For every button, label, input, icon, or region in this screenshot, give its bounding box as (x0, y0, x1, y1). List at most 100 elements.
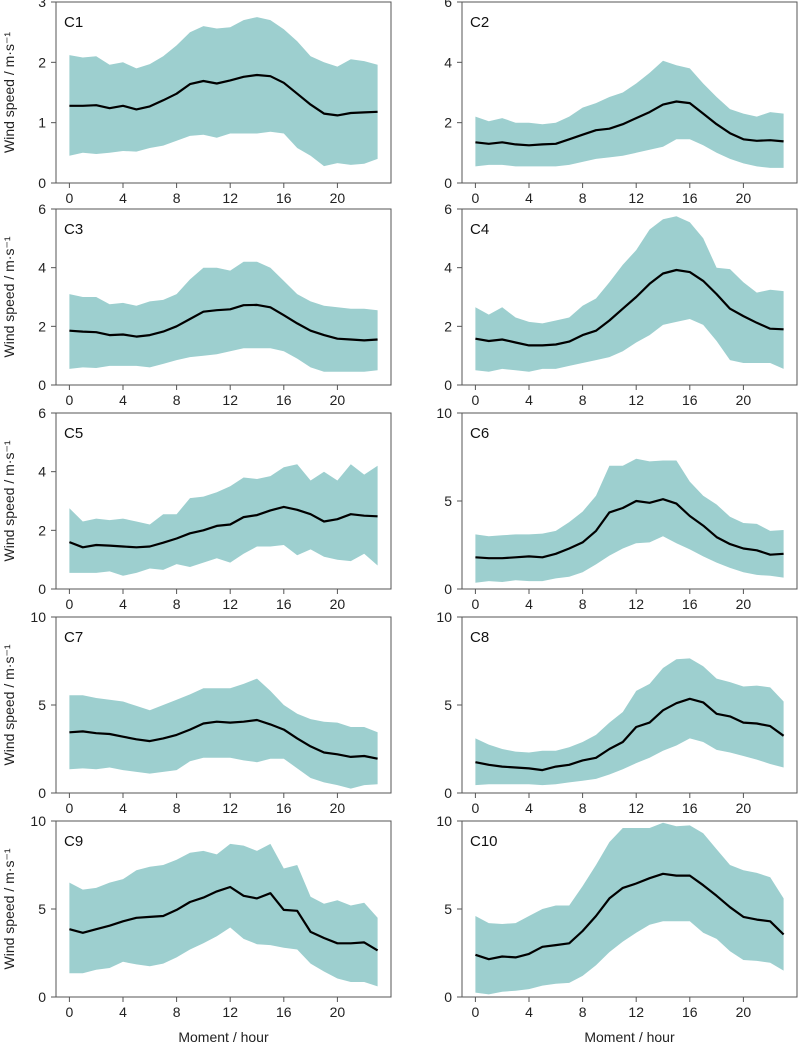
y-tick-label: 0 (444, 989, 452, 1005)
y-tick-label: 6 (444, 201, 452, 217)
y-tick-label: 0 (444, 175, 452, 191)
mean-line (475, 268, 784, 347)
panel-title: C2 (470, 14, 489, 31)
x-tick-label: 0 (66, 800, 74, 816)
x-tick-label: 16 (682, 596, 698, 612)
x-tick-label: 16 (276, 800, 292, 816)
range-band (475, 458, 784, 583)
y-tick-label: 6 (444, 0, 452, 10)
plot-frame (55, 208, 392, 386)
range-band (475, 60, 784, 168)
y-tick-label: 10 (436, 609, 452, 625)
range-band (69, 843, 378, 987)
x-tick-label: 4 (119, 1004, 127, 1020)
x-tick-label: 12 (628, 800, 644, 816)
x-tick-label: 12 (628, 596, 644, 612)
x-tick-label: 4 (525, 596, 533, 612)
y-tick-label: 10 (436, 813, 452, 829)
panel-c3: 0 2 4 6 0 4 8 12 16 20 C3 Wind speed / m·s⁻¹ (1, 201, 392, 408)
y-tick-label: 10 (30, 813, 46, 829)
panel-title: C9 (64, 833, 83, 850)
y-tick-label: 2 (444, 318, 452, 334)
y-tick-label: 4 (444, 260, 452, 276)
x-tick-label: 16 (276, 1004, 292, 1020)
x-tick-label: 20 (330, 596, 346, 612)
y-tick-label: 0 (38, 989, 46, 1005)
x-tick-label: 8 (579, 596, 587, 612)
panel-c2: 0 2 4 6 0 4 8 12 16 20 C2 (444, 0, 798, 206)
x-tick-label: 4 (525, 1004, 533, 1020)
x-axis-label: Moment / hour (178, 1029, 269, 1045)
x-tick-label: 0 (472, 596, 480, 612)
x-tick-label: 4 (119, 190, 127, 206)
x-tick-label: 12 (222, 190, 238, 206)
x-tick-label: 20 (736, 1004, 752, 1020)
y-tick-label: 5 (444, 901, 452, 917)
mean-line (69, 885, 379, 952)
panel-c10: 0 5 10 0 4 8 12 16 20 C10 Moment / hour (436, 813, 798, 1045)
y-tick-label: 6 (38, 201, 46, 217)
mean-line (69, 505, 378, 549)
y-tick-label: 5 (38, 697, 46, 713)
panel-title: C5 (64, 425, 83, 442)
range-band (475, 216, 784, 372)
y-tick-label: 4 (444, 54, 452, 70)
x-axis-label: Moment / hour (584, 1029, 675, 1045)
panel-title: C4 (470, 221, 489, 238)
panel-title: C3 (64, 221, 83, 238)
range-band (475, 658, 784, 786)
x-tick-label: 16 (276, 596, 292, 612)
x-tick-label: 8 (173, 190, 181, 206)
range-band (69, 678, 378, 789)
x-tick-label: 8 (579, 1004, 587, 1020)
x-tick-label: 4 (525, 190, 533, 206)
x-tick-label: 12 (222, 800, 238, 816)
x-tick-label: 12 (222, 1004, 238, 1020)
x-tick-label: 12 (628, 1004, 644, 1020)
x-tick-label: 0 (472, 800, 480, 816)
panel-c8: 0 5 10 0 4 8 12 16 20 C8 (436, 609, 798, 816)
y-axis-label: Wind speed / m·s⁻¹ (1, 848, 17, 969)
y-tick-label: 6 (38, 405, 46, 421)
y-tick-label: 5 (444, 493, 452, 509)
y-tick-label: 0 (444, 377, 452, 393)
y-tick-label: 2 (38, 522, 46, 538)
x-tick-label: 8 (173, 1004, 181, 1020)
y-axis-label: Wind speed / m·s⁻¹ (1, 440, 17, 561)
y-tick-label: 0 (38, 377, 46, 393)
x-tick-label: 20 (330, 1004, 346, 1020)
x-tick-label: 8 (173, 596, 181, 612)
plot-frame (461, 1, 798, 184)
x-tick-label: 20 (330, 190, 346, 206)
x-tick-label: 4 (119, 392, 127, 408)
y-tick-label: 4 (38, 260, 46, 276)
y-tick-label: 10 (436, 405, 452, 421)
panel-c9: 0 5 10 0 4 8 12 16 20 C9 Wind speed / m·s⁻¹ Moment … (1, 813, 392, 1045)
x-tick-label: 16 (682, 190, 698, 206)
panel-title: C6 (470, 425, 489, 442)
x-tick-label: 20 (736, 800, 752, 816)
x-tick-label: 16 (682, 1004, 698, 1020)
panel-title: C1 (64, 14, 83, 31)
x-tick-label: 4 (119, 800, 127, 816)
x-tick-label: 20 (330, 392, 346, 408)
x-tick-label: 20 (736, 596, 752, 612)
x-tick-label: 0 (472, 190, 480, 206)
y-tick-label: 0 (38, 175, 46, 191)
mean-line (69, 718, 378, 760)
x-tick-label: 16 (276, 392, 292, 408)
plot-frame (55, 412, 392, 590)
y-axis-label: Wind speed / m·s⁻¹ (1, 236, 17, 357)
x-tick-label: 0 (472, 1004, 480, 1020)
x-tick-label: 0 (66, 392, 74, 408)
range-band (69, 17, 378, 167)
x-tick-label: 8 (173, 392, 181, 408)
mean-line (475, 498, 784, 560)
x-tick-label: 20 (736, 190, 752, 206)
x-tick-label: 20 (736, 392, 752, 408)
x-tick-label: 0 (472, 392, 480, 408)
mean-line (69, 303, 378, 342)
y-tick-label: 5 (444, 697, 452, 713)
